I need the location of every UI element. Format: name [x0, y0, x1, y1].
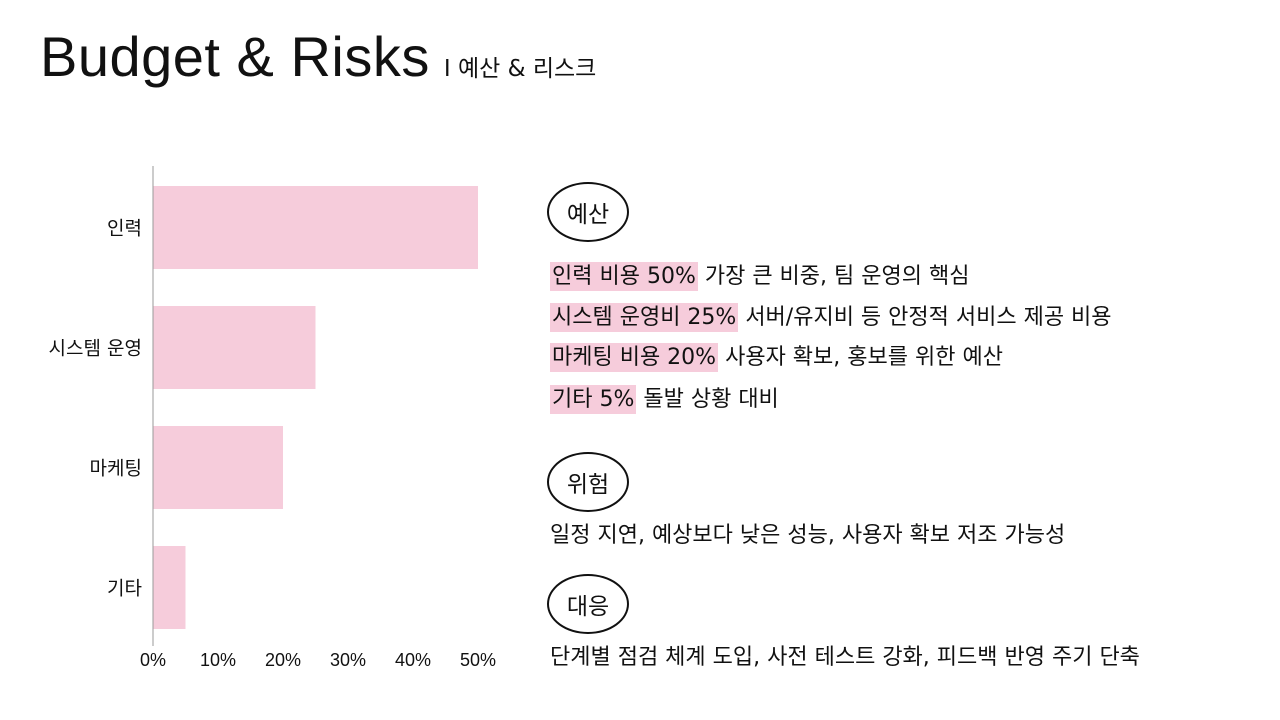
budget-item-text: 서버/유지비 등 안정적 서비스 제공 비용 — [738, 305, 1112, 330]
budget-badge: 예산 — [547, 182, 629, 242]
slide-header: Budget & Risks I 예산 & 리스크 — [40, 24, 596, 89]
budget-item-highlight: 마케팅 비용 20% — [550, 343, 719, 372]
page-subtitle: I 예산 & 리스크 — [443, 56, 597, 82]
category-label-1: 시스템 운영 — [49, 338, 142, 360]
page-title: Budget & Risks — [40, 25, 430, 88]
category-label-2: 마케팅 — [90, 458, 142, 480]
budget-item-text: 사용자 확보, 홍보를 위한 예산 — [718, 345, 1003, 370]
bar-0 — [153, 186, 478, 269]
budget-item: 시스템 운영비 25% 서버/유지비 등 안정적 서비스 제공 비용 — [550, 303, 1112, 333]
bar-1 — [153, 306, 316, 389]
x-tick-label-2: 20% — [265, 650, 301, 670]
x-tick-label-5: 50% — [460, 650, 496, 670]
bar-2 — [153, 426, 283, 509]
budget-item-text: 돌발 상황 대비 — [636, 387, 779, 412]
response-badge: 대응 — [547, 574, 629, 634]
risk-text: 일정 지연, 예상보다 낮은 성능, 사용자 확보 저조 가능성 — [550, 523, 1066, 548]
budget-item: 인력 비용 50% 가장 큰 비중, 팀 운영의 핵심 — [550, 262, 969, 292]
risk-badge: 위험 — [547, 452, 629, 512]
x-tick-label-3: 30% — [330, 650, 366, 670]
budget-item: 기타 5% 돌발 상황 대비 — [550, 385, 779, 415]
category-label-3: 기타 — [107, 578, 142, 600]
x-tick-label-4: 40% — [395, 650, 431, 670]
budget-item-highlight: 시스템 운영비 25% — [550, 303, 739, 332]
x-tick-label-0: 0% — [140, 650, 166, 670]
budget-item-highlight: 기타 5% — [550, 385, 637, 414]
budget-item-text: 가장 큰 비중, 팀 운영의 핵심 — [697, 264, 970, 289]
budget-item-highlight: 인력 비용 50% — [550, 262, 698, 291]
x-tick-label-1: 10% — [200, 650, 236, 670]
response-text: 단계별 점검 체계 도입, 사전 테스트 강화, 피드백 반영 주기 단축 — [550, 645, 1140, 670]
budget-item: 마케팅 비용 20% 사용자 확보, 홍보를 위한 예산 — [550, 343, 1003, 373]
bar-3 — [153, 546, 186, 629]
category-label-0: 인력 — [107, 218, 142, 240]
